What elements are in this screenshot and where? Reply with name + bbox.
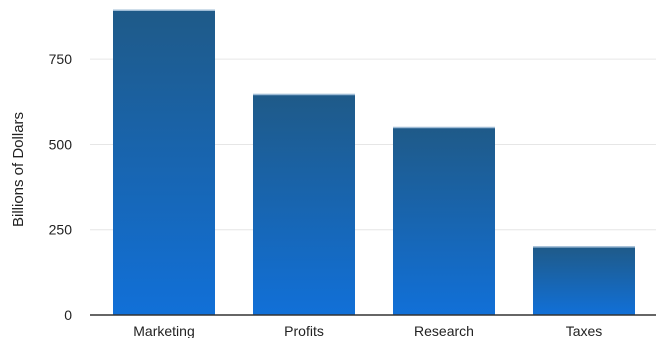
x-tick-label-marketing: Marketing [133,323,194,338]
x-tick-label-profits: Profits [284,323,324,338]
y-tick-label: 250 [49,222,73,238]
y-axis-title: Billions of Dollars [10,112,27,227]
labels: 0 250 500 750 Marketing Profits Research Taxes [49,51,603,338]
x-tick-label-research: Research [414,323,474,338]
bars [113,9,635,316]
y-tick-label: 750 [49,51,73,67]
bar-profits [253,93,355,316]
bar-taxes [533,246,635,315]
x-tick-label-taxes: Taxes [566,323,603,338]
y-tick-label: 0 [64,307,72,323]
y-tick-label: 500 [49,136,73,152]
bar-research [393,127,495,315]
bar-marketing [113,9,215,315]
